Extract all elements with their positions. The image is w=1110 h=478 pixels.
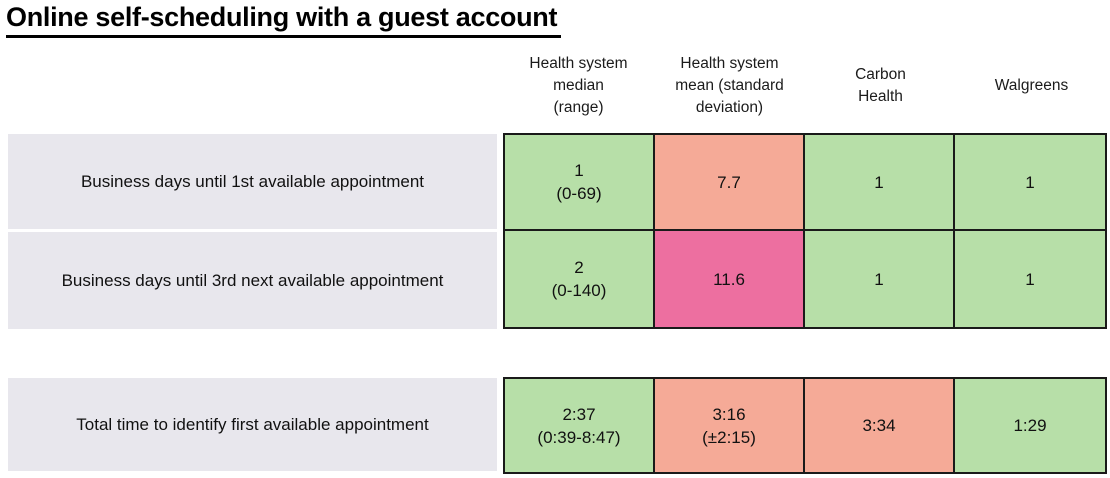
column-header-health-system-median: Health system median (range) [529, 55, 628, 116]
table-cell: 2:37 (0:39-8:47) [505, 379, 655, 472]
cell-value: 1 [874, 269, 884, 289]
table-cell: 11.6 [655, 231, 805, 327]
cell-value: 3:34 [862, 416, 896, 435]
column-header-health-system-mean: Health system mean (standard deviation) [675, 55, 784, 116]
table-cell: 1 [955, 135, 1105, 231]
cell-value: 1 [1025, 172, 1035, 192]
table-cell: 1 [805, 231, 955, 327]
column-header-walgreens: Walgreens [994, 77, 1069, 94]
table-cell: 1 [805, 135, 955, 231]
cell-value: 11.6 [713, 269, 745, 289]
row-label-business-days-1st: Business days until 1st available appoin… [8, 134, 497, 229]
cell-subvalue: (0-69) [556, 184, 602, 203]
cell-value: 1 [574, 161, 584, 180]
table-cell: 1 (0-69) [505, 135, 655, 231]
cell-subvalue: (0-140) [551, 281, 607, 300]
column-header-carbon-health: Carbon Health [855, 66, 906, 105]
cell-value: 1 [874, 172, 884, 192]
table-cell: 3:34 [805, 379, 955, 472]
cell-value: 2:37 [562, 404, 596, 424]
column-headers: Health system median (range) Health syst… [503, 44, 1107, 128]
cell-value: 1 [1025, 269, 1035, 289]
table-cell: 2 (0-140) [505, 231, 655, 327]
table-cell: 1:29 [955, 379, 1105, 472]
cell-value: 7.7 [717, 172, 741, 192]
table-cell: 3:16 (±2:15) [655, 379, 805, 472]
table-cell: 7.7 [655, 135, 805, 231]
cell-value: 3:16 [712, 404, 746, 424]
cell-subvalue: (±2:15) [702, 427, 756, 447]
table-top: 1 (0-69) 7.7 1 1 2 (0-140) 11.6 1 1 [503, 133, 1107, 329]
cell-subvalue: (0:39-8:47) [537, 427, 621, 447]
cell-value: 1:29 [1013, 416, 1047, 435]
table-cell: 1 [955, 231, 1105, 327]
table-bottom: 2:37 (0:39-8:47) 3:16 (±2:15) 3:34 1:29 [503, 377, 1107, 474]
page-title: Online self-scheduling with a guest acco… [6, 2, 562, 38]
row-label-total-time: Total time to identify first available a… [8, 378, 497, 471]
cell-value: 2 [574, 258, 584, 277]
row-label-business-days-3rd: Business days until 3rd next available a… [8, 232, 497, 329]
